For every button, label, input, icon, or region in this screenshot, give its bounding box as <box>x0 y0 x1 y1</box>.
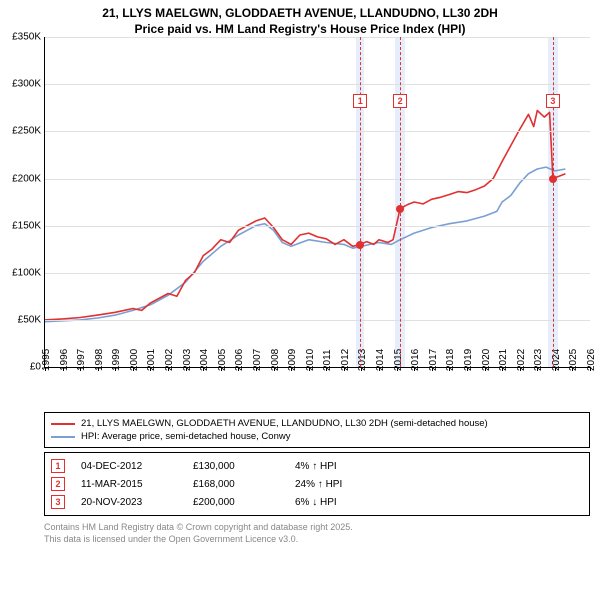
x-axis-label: 1997 <box>76 349 87 371</box>
sale-price: £168,000 <box>193 479 279 490</box>
y-axis-label: £50K <box>18 315 45 326</box>
x-axis-label: 1998 <box>94 349 105 371</box>
sale-dot <box>549 175 557 183</box>
x-axis-label: 2020 <box>481 349 492 371</box>
x-axis-label: 2006 <box>234 349 245 371</box>
sale-index-icon: 3 <box>51 495 65 509</box>
x-axis-label: 2015 <box>393 349 404 371</box>
x-axis-label: 2005 <box>217 349 228 371</box>
x-axis-label: 2004 <box>199 349 210 371</box>
sale-marker-3: 3 <box>546 94 560 108</box>
x-axis-label: 2011 <box>322 350 333 372</box>
legend: 21, LLYS MAELGWN, GLODDAETH AVENUE, LLAN… <box>44 412 590 448</box>
x-axis-label: 2000 <box>129 349 140 371</box>
sale-index-icon: 2 <box>51 477 65 491</box>
x-axis-label: 2014 <box>375 349 386 371</box>
x-axis-label: 2019 <box>463 349 474 371</box>
x-axis-label: 2001 <box>146 349 157 371</box>
x-axis-label: 2002 <box>164 349 175 371</box>
x-axis-label: 1995 <box>41 349 52 371</box>
y-axis-label: £350K <box>12 32 45 43</box>
sale-change: 24% ↑ HPI <box>295 479 342 490</box>
x-axis-label: 2007 <box>252 349 263 371</box>
line-series-svg <box>45 37 590 367</box>
x-axis-label: 1999 <box>111 349 122 371</box>
y-axis-label: £300K <box>12 79 45 90</box>
footer-attribution: Contains HM Land Registry data © Crown c… <box>44 522 590 545</box>
sale-date: 20-NOV-2023 <box>81 497 177 508</box>
x-axis-label: 2003 <box>182 349 193 371</box>
x-axis-label: 2017 <box>428 349 439 371</box>
sale-date: 04-DEC-2012 <box>81 461 177 472</box>
sale-change: 4% ↑ HPI <box>295 461 337 472</box>
sale-price: £200,000 <box>193 497 279 508</box>
legend-item-hpi: HPI: Average price, semi-detached house,… <box>51 430 583 443</box>
chart-plot-area: £0£50K£100K£150K£200K£250K£300K£350K1995… <box>44 37 590 368</box>
y-axis-label: £200K <box>12 173 45 184</box>
sale-row: 3 20-NOV-2023 £200,000 6% ↓ HPI <box>51 493 583 511</box>
x-axis-label: 2012 <box>340 349 351 371</box>
sales-table: 1 04-DEC-2012 £130,000 4% ↑ HPI 2 11-MAR-2015… <box>44 452 590 516</box>
sale-dot <box>356 241 364 249</box>
legend-swatch-hpi <box>51 436 75 438</box>
sale-price: £130,000 <box>193 461 279 472</box>
x-axis-label: 1996 <box>59 349 70 371</box>
y-axis-label: £250K <box>12 126 45 137</box>
x-axis-label: 2010 <box>305 349 316 371</box>
x-axis-label: 2009 <box>287 349 298 371</box>
sale-dot <box>396 205 404 213</box>
sale-change: 6% ↓ HPI <box>295 497 337 508</box>
sale-row: 2 11-MAR-2015 £168,000 24% ↑ HPI <box>51 475 583 493</box>
sale-marker-2: 2 <box>393 94 407 108</box>
x-axis-label: 2022 <box>516 349 527 371</box>
y-axis-label: £100K <box>12 267 45 278</box>
x-axis-label: 2023 <box>533 349 544 371</box>
x-axis-label: 2013 <box>357 349 368 371</box>
legend-swatch-property <box>51 423 75 425</box>
legend-item-property: 21, LLYS MAELGWN, GLODDAETH AVENUE, LLAN… <box>51 417 583 430</box>
sale-row: 1 04-DEC-2012 £130,000 4% ↑ HPI <box>51 457 583 475</box>
sale-marker-1: 1 <box>353 94 367 108</box>
x-axis-label: 2018 <box>445 349 456 371</box>
x-axis-label: 2026 <box>586 349 597 371</box>
y-axis-label: £150K <box>12 220 45 231</box>
chart-title: 21, LLYS MAELGWN, GLODDAETH AVENUE, LLAN… <box>0 0 600 37</box>
x-axis-label: 2008 <box>270 349 281 371</box>
sale-index-icon: 1 <box>51 459 65 473</box>
x-axis-label: 2021 <box>498 349 509 371</box>
x-axis-label: 2016 <box>410 349 421 371</box>
sale-date: 11-MAR-2015 <box>81 479 177 490</box>
x-axis-label: 2025 <box>568 349 579 371</box>
